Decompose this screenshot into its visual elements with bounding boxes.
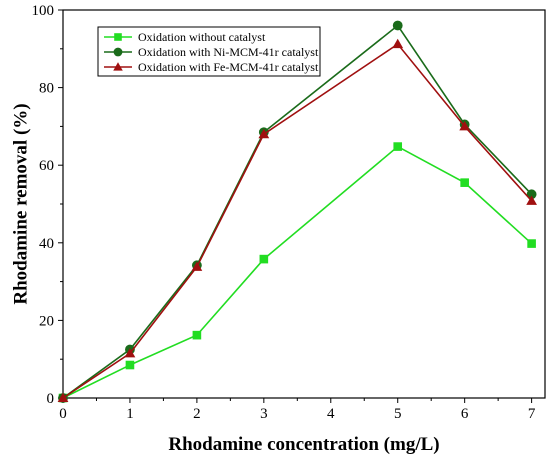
x-tick-label: 4 — [327, 406, 335, 422]
x-tick-label: 5 — [394, 406, 402, 422]
legend-marker — [114, 33, 122, 41]
data-point — [526, 189, 537, 200]
y-tick-label: 20 — [39, 313, 54, 329]
data-point — [392, 20, 403, 31]
legend-box — [97, 26, 321, 77]
series-3 — [57, 38, 537, 403]
data-point — [258, 128, 270, 139]
legend-label: Oxidation with Ni-MCM-41r catalyst — [138, 45, 319, 59]
legend-label: Oxidation without catalyst — [138, 30, 266, 44]
x-tick-label: 1 — [126, 406, 134, 422]
data-point — [57, 392, 69, 403]
data-point — [460, 178, 469, 187]
y-tick-label: 100 — [32, 3, 55, 19]
data-point — [393, 142, 403, 151]
legend-marker — [113, 47, 123, 57]
x-tick-label: 0 — [59, 406, 67, 422]
y-tick-label: 0 — [47, 391, 55, 407]
series-2 — [58, 20, 537, 403]
x-tick-label: 3 — [260, 406, 268, 422]
series-line — [62, 24, 533, 399]
data-point — [526, 195, 537, 205]
data-point — [392, 38, 404, 49]
legend-entry: Oxidation without catalyst — [104, 30, 266, 44]
data-point — [191, 261, 203, 271]
x-axis-title: Rhodamine concentration (mg/L) — [168, 434, 439, 455]
legend-entry: Oxidation with Ni-MCM-41r catalyst — [104, 45, 319, 59]
y-axis-title: Rhodamine removal (%) — [10, 103, 31, 304]
x-tick-label: 6 — [461, 406, 469, 422]
y-tick-label: 40 — [39, 236, 54, 252]
data-point — [125, 360, 135, 370]
x-tick-label: 7 — [528, 406, 536, 422]
data-point — [527, 239, 536, 248]
series-1 — [58, 142, 536, 403]
legend-marker — [113, 62, 123, 71]
data-point — [192, 330, 202, 340]
data-point — [459, 121, 471, 131]
legend-label: Oxidation with Fe-MCM-41r catalyst — [138, 60, 319, 74]
data-point — [259, 254, 269, 264]
y-tick-label: 60 — [39, 158, 54, 174]
legend-entry: Oxidation with Fe-MCM-41r catalyst — [104, 60, 319, 74]
data-point — [124, 348, 136, 358]
y-tick-label: 80 — [39, 81, 54, 97]
x-tick-label: 2 — [193, 406, 201, 422]
